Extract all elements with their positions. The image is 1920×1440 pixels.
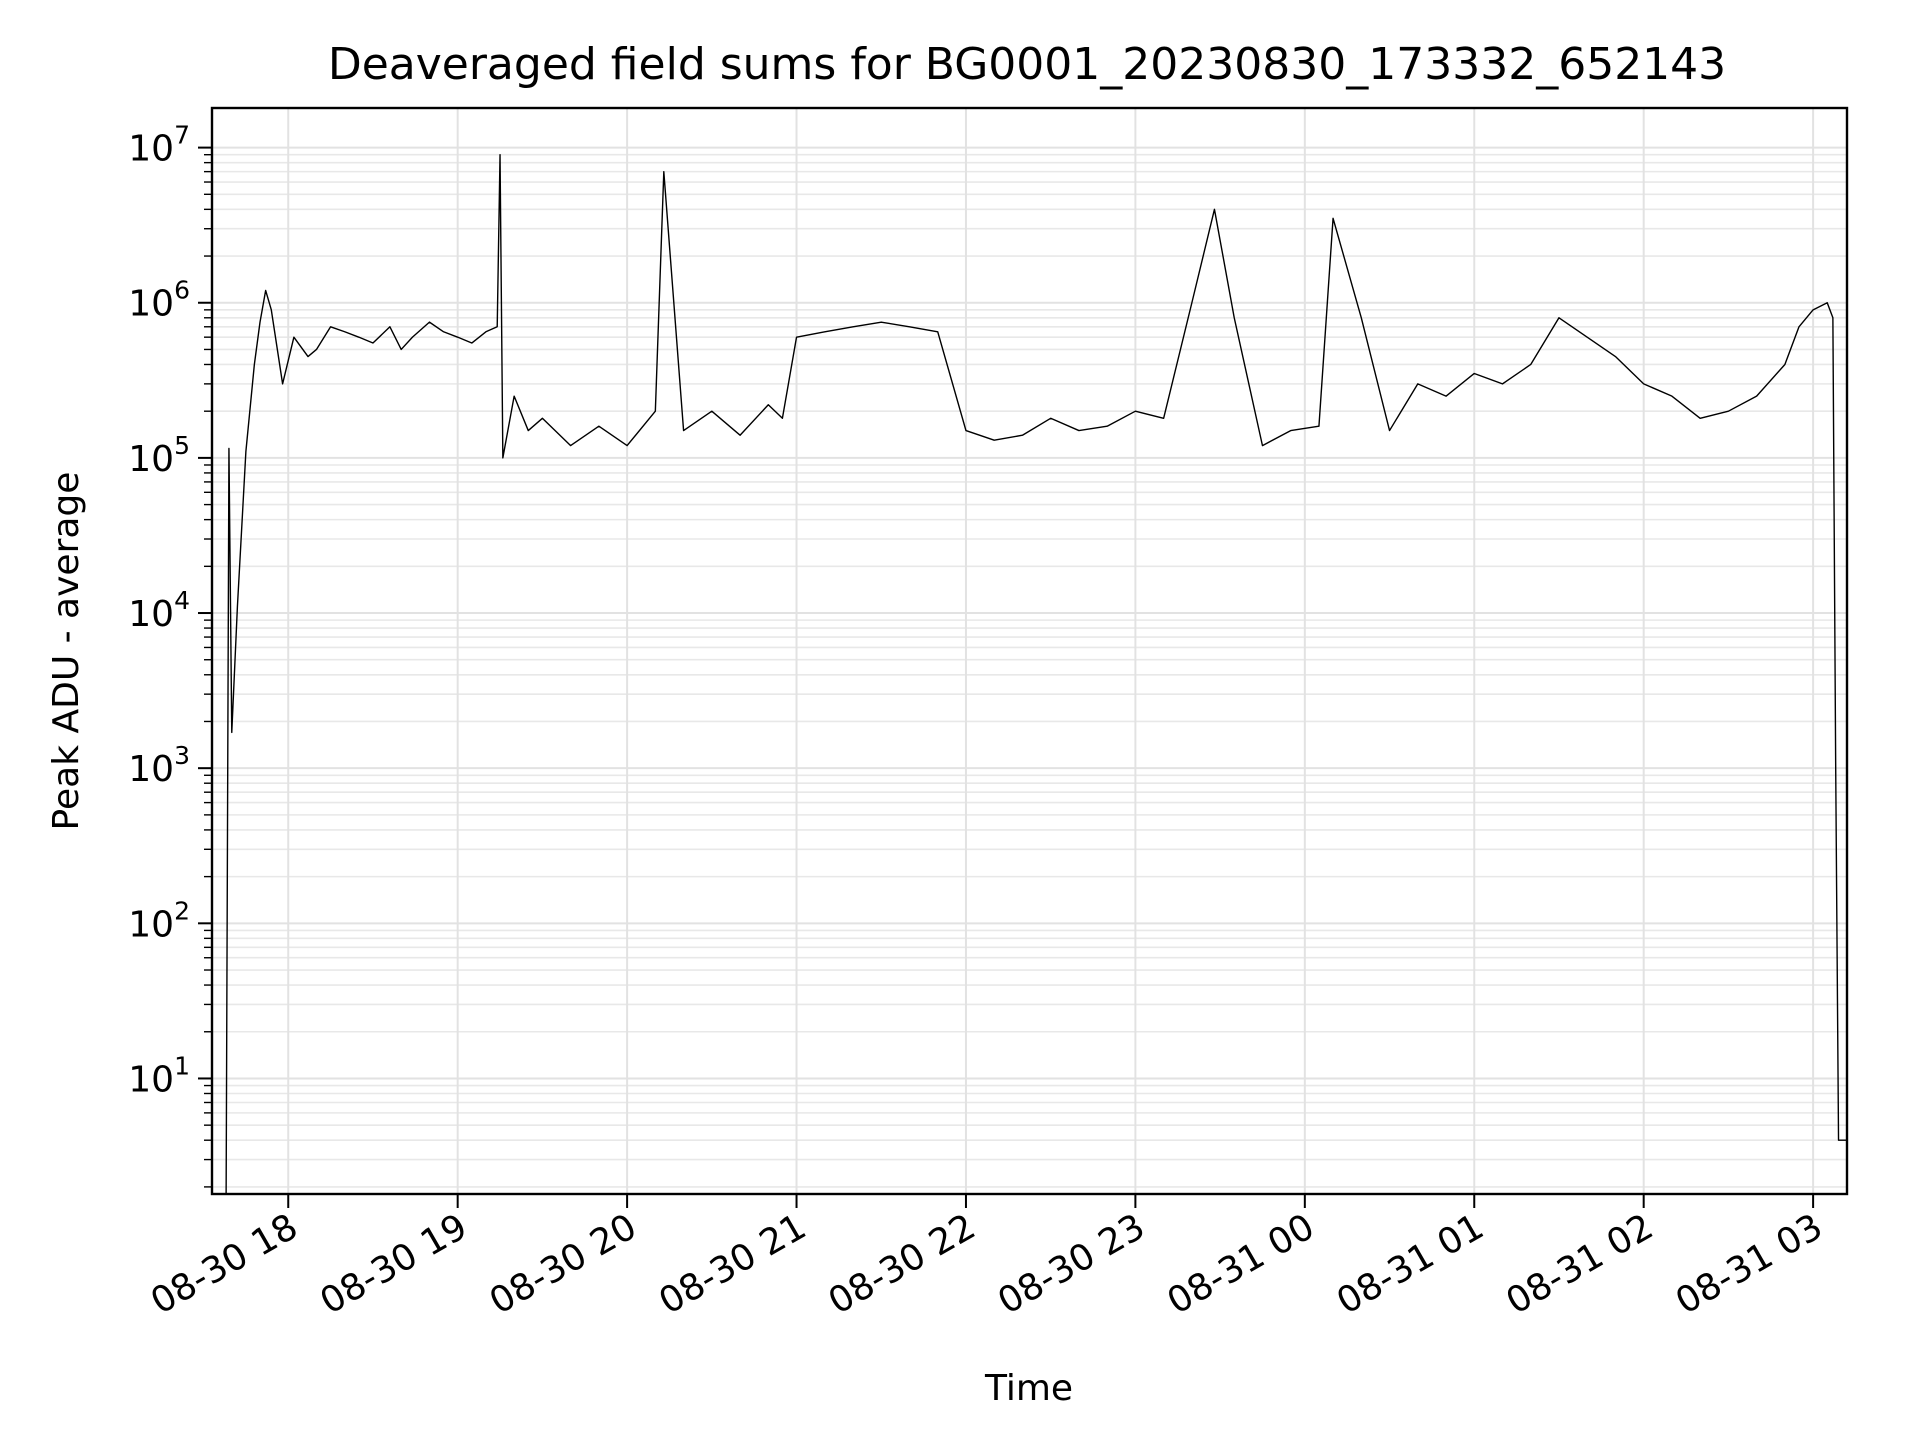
y-tick-label: 104 [128, 586, 190, 635]
x-tick-label: 08-30 21 [652, 1206, 813, 1322]
major-gridlines [212, 108, 1847, 1194]
x-tick-label: 08-31 01 [1330, 1206, 1491, 1322]
y-tick-label: 105 [128, 431, 190, 480]
x-axis-label: Time [984, 1368, 1073, 1409]
y-tick-label: 106 [128, 276, 190, 325]
chart-title: Deaveraged field sums for BG0001_2023083… [328, 39, 1726, 90]
y-tick-label: 102 [128, 896, 190, 945]
series-layer [225, 153, 1847, 1195]
y-tick-base: 10 [128, 594, 174, 635]
x-tick-label: 08-31 00 [1161, 1206, 1322, 1322]
y-tick-base: 10 [128, 904, 174, 945]
x-axis: 08-30 18 08-30 19 08-30 20 08-30 21 08-30 22… [144, 1194, 1830, 1323]
y-tick-exponent: 5 [174, 431, 190, 460]
x-tick-label: 08-31 03 [1669, 1206, 1830, 1322]
y-tick-label: 101 [128, 1051, 190, 1100]
y-tick-base: 10 [128, 439, 174, 480]
y-tick-label: 107 [128, 121, 190, 170]
y-tick-exponent: 1 [174, 1051, 190, 1080]
x-tick-label: 08-30 20 [483, 1206, 644, 1322]
minor-gridlines [212, 153, 1847, 1188]
y-tick-base: 10 [128, 129, 174, 170]
plot-frame [210, 106, 1849, 1196]
x-tick-label: 08-31 02 [1500, 1206, 1661, 1322]
y-tick-exponent: 6 [174, 276, 190, 305]
x-tick-label: 08-30 22 [822, 1206, 983, 1322]
y-axis-label: Peak ADU - average [46, 472, 87, 831]
series-line [225, 153, 1847, 1195]
y-tick-base: 10 [128, 749, 174, 790]
y-tick-exponent: 2 [174, 896, 190, 925]
y-tick-exponent: 7 [174, 121, 190, 150]
y-tick-base: 10 [128, 1059, 174, 1100]
x-tick-label: 08-30 23 [991, 1206, 1152, 1322]
y-tick-exponent: 4 [174, 586, 190, 615]
x-tick-label: 08-30 18 [144, 1206, 305, 1322]
y-tick-label: 103 [128, 741, 190, 790]
y-tick-base: 10 [128, 284, 174, 325]
x-tick-label: 08-30 19 [313, 1206, 474, 1322]
y-tick-exponent: 3 [174, 741, 190, 770]
